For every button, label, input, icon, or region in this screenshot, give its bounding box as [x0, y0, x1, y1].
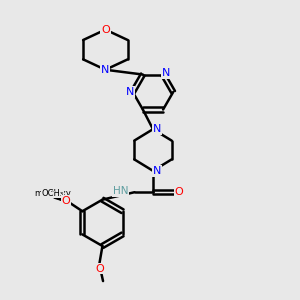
Text: N: N: [162, 68, 170, 78]
Text: N: N: [153, 166, 162, 176]
Text: methoxy: methoxy: [50, 191, 57, 192]
Text: N: N: [101, 65, 110, 75]
Text: N: N: [153, 124, 162, 134]
Text: O: O: [95, 264, 104, 274]
Text: O: O: [101, 25, 110, 34]
Text: N: N: [126, 87, 134, 97]
Text: methoxy: methoxy: [34, 189, 71, 198]
Text: O: O: [175, 187, 184, 197]
Text: O: O: [61, 196, 70, 206]
Text: O: O: [61, 196, 70, 206]
Text: HN: HN: [112, 186, 128, 196]
Text: OCH₃: OCH₃: [42, 189, 64, 198]
